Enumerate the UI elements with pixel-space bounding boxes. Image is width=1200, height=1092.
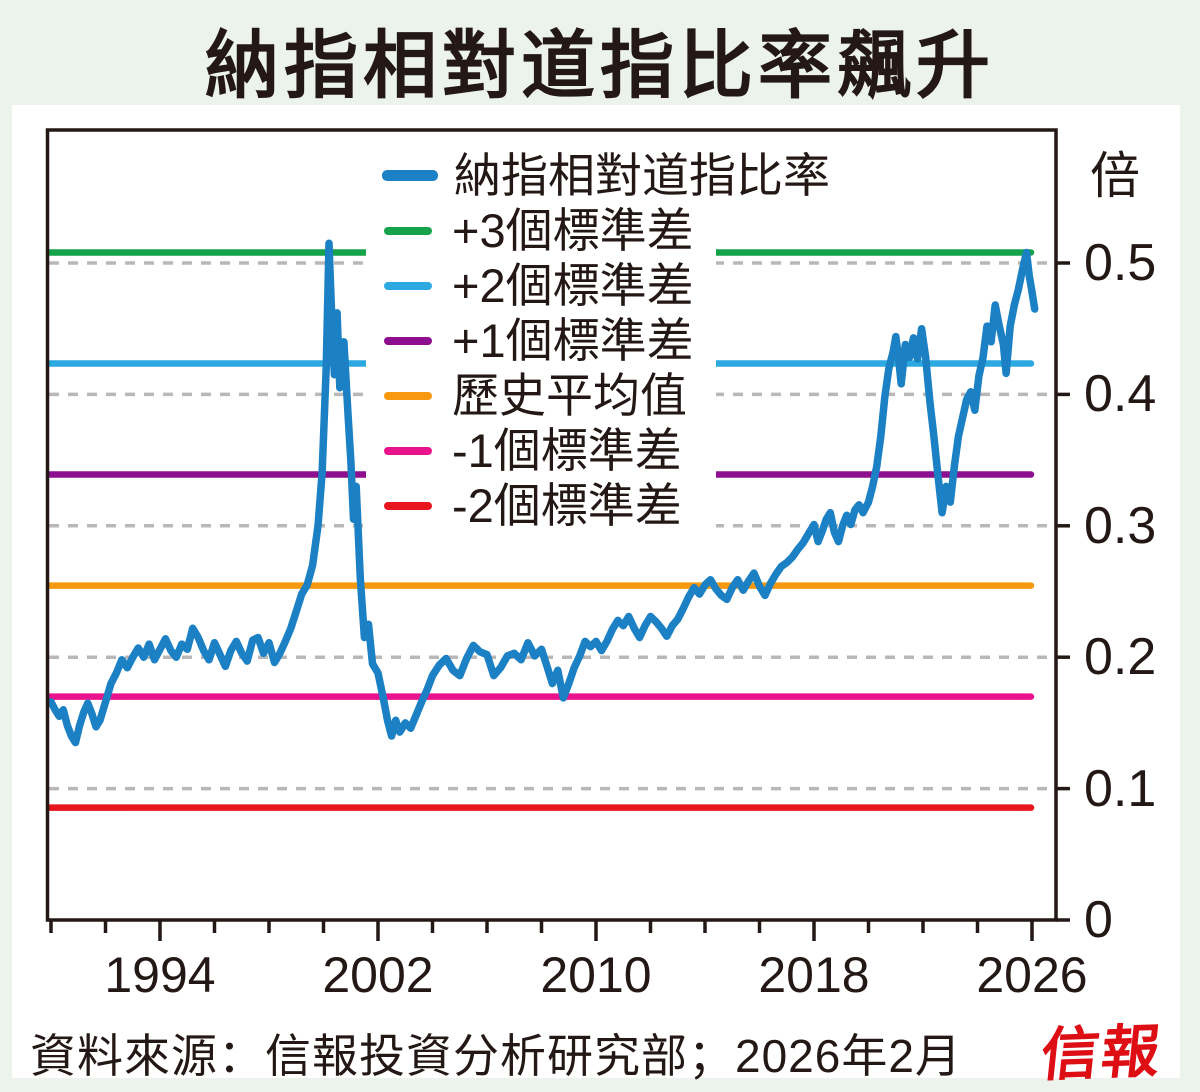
legend-label: +2個標準差 bbox=[452, 259, 694, 312]
legend-item: +3個標準差 bbox=[366, 203, 716, 258]
ratio-data-line bbox=[47, 239, 1039, 747]
legend-item: -2個標準差 bbox=[366, 478, 716, 533]
legend-label: +1個標準差 bbox=[452, 314, 694, 367]
publisher-logo: 信報 bbox=[1037, 1018, 1166, 1089]
legend-item: -1個標準差 bbox=[366, 423, 716, 478]
chart-title: 納指相對道指比率飆升 bbox=[205, 24, 995, 107]
y-tick-label: 0.3 bbox=[1084, 496, 1157, 555]
legend-item: 納指相對道指比率 bbox=[366, 148, 830, 203]
legend-label: 納指相對道指比率 bbox=[454, 149, 830, 202]
legend-swatch bbox=[384, 226, 432, 235]
x-tick-label: 2010 bbox=[540, 947, 652, 1003]
y-axis-unit-label: 倍 bbox=[1090, 148, 1140, 204]
y-tick-label: 0 bbox=[1084, 891, 1113, 949]
source-note: 資料來源：信報投資分析研究部；2026年2月 bbox=[30, 1030, 962, 1082]
x-tick-label: 2002 bbox=[322, 947, 434, 1003]
x-tick-label: 2018 bbox=[758, 947, 870, 1003]
legend-item: +2個標準差 bbox=[366, 258, 716, 313]
y-tick-label: 0.5 bbox=[1084, 234, 1157, 292]
plot-border bbox=[45, 128, 1058, 922]
legend-swatch bbox=[384, 281, 432, 290]
y-tick-label: 0.1 bbox=[1084, 759, 1157, 818]
legend-item: +1個標準差 bbox=[366, 313, 716, 368]
legend-label: -2個標準差 bbox=[452, 479, 682, 532]
legend-item: 歷史平均值 bbox=[366, 368, 716, 423]
legend-swatch bbox=[384, 391, 432, 400]
legend-label: -1個標準差 bbox=[452, 424, 682, 477]
y-tick-label: 0.4 bbox=[1084, 365, 1157, 424]
x-tick-label: 2026 bbox=[976, 947, 1088, 1003]
x-tick-label: 1994 bbox=[104, 947, 216, 1003]
legend-label: 歷史平均值 bbox=[452, 369, 687, 422]
legend-swatch bbox=[384, 336, 432, 345]
legend-swatch bbox=[382, 170, 438, 181]
legend-swatch bbox=[384, 501, 432, 510]
legend-swatch bbox=[384, 446, 432, 455]
chart-legend: 納指相對道指比率 +3個標準差 +2個標準差 +1個標準差 歷史平均值 -1個標準差 -2個… bbox=[366, 148, 830, 538]
y-tick-label: 0.2 bbox=[1084, 628, 1157, 687]
legend-label: +3個標準差 bbox=[452, 204, 694, 257]
